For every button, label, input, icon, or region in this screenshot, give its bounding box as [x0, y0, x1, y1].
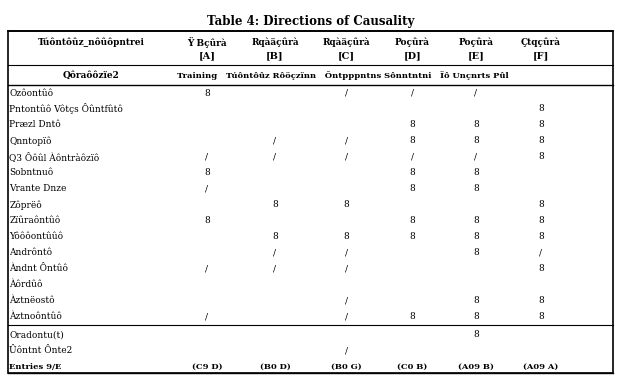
Text: Qôraôôzïe2: Qôraôôzïe2 — [63, 70, 119, 80]
Text: /: / — [345, 264, 348, 273]
Text: /: / — [411, 152, 414, 161]
Text: /: / — [345, 136, 348, 146]
Text: /: / — [206, 312, 209, 321]
Text: Àndnt Ôntûô: Àndnt Ôntûô — [9, 264, 68, 273]
Text: /: / — [345, 312, 348, 321]
Text: Àztnëostô: Àztnëostô — [9, 296, 55, 305]
Text: 8: 8 — [410, 184, 415, 193]
Text: 8: 8 — [538, 264, 543, 273]
Text: 8: 8 — [410, 136, 415, 146]
Text: Ÿ Bçûrà: Ÿ Bçûrà — [187, 37, 227, 48]
Text: 8: 8 — [473, 248, 479, 257]
Text: /: / — [206, 184, 209, 193]
Text: 8: 8 — [538, 296, 543, 305]
Text: /: / — [539, 248, 542, 257]
Text: Q3 Ôôûl Àôntràôzïô: Q3 Ôôûl Àôntràôzïô — [9, 152, 100, 162]
Text: /: / — [273, 136, 276, 146]
Text: Table 4: Directions of Causality: Table 4: Directions of Causality — [207, 15, 414, 28]
Text: (B0 G): (B0 G) — [331, 363, 361, 371]
Text: 8: 8 — [538, 232, 543, 241]
Text: Àztnoôntûô: Àztnoôntûô — [9, 312, 62, 321]
Text: /: / — [345, 248, 348, 257]
Text: Andrôntô: Andrôntô — [9, 248, 53, 257]
Text: Rqàäçûrà: Rqàäçûrà — [322, 38, 370, 47]
Text: [C]: [C] — [337, 51, 355, 60]
Text: 8: 8 — [473, 184, 479, 193]
Text: 8: 8 — [272, 232, 278, 241]
Text: /: / — [345, 152, 348, 161]
Text: 8: 8 — [343, 232, 349, 241]
Text: [B]: [B] — [266, 51, 284, 60]
Text: [D]: [D] — [404, 51, 422, 60]
Text: 8: 8 — [538, 152, 543, 161]
Text: Qnntopïô: Qnntopïô — [9, 136, 52, 146]
Text: /: / — [411, 88, 414, 98]
Text: 8: 8 — [473, 121, 479, 129]
Text: (B0 D): (B0 D) — [260, 363, 291, 371]
Text: 8: 8 — [538, 200, 543, 209]
Text: Túôntôûz_nôûôpntrei: Túôntôûz_nôûôpntrei — [38, 38, 145, 47]
Text: Sobntnuô: Sobntnuô — [9, 169, 53, 177]
Text: /: / — [345, 296, 348, 305]
Text: 8: 8 — [410, 121, 415, 129]
Text: Çtqçûrà: Çtqçûrà — [521, 38, 561, 47]
Text: 8: 8 — [538, 136, 543, 146]
Text: 8: 8 — [473, 331, 479, 339]
Text: 8: 8 — [204, 216, 210, 225]
Text: Oradontu(t): Oradontu(t) — [9, 331, 64, 339]
Text: Præzl Dntô: Præzl Dntô — [9, 121, 61, 129]
Text: /: / — [273, 264, 276, 273]
Text: Poçûrà: Poçûrà — [458, 38, 493, 47]
Text: Zôprëô: Zôprëô — [9, 200, 42, 210]
Text: Ûôntnt Ônte2: Ûôntnt Ônte2 — [9, 347, 73, 355]
Text: /: / — [206, 152, 209, 161]
Text: 8: 8 — [204, 88, 210, 98]
Text: 8: 8 — [538, 121, 543, 129]
Text: 8: 8 — [473, 312, 479, 321]
Text: 8: 8 — [473, 136, 479, 146]
Text: 8: 8 — [473, 169, 479, 177]
Text: /: / — [345, 347, 348, 355]
Text: 8: 8 — [473, 216, 479, 225]
Text: 8: 8 — [473, 296, 479, 305]
Text: [E]: [E] — [468, 51, 484, 60]
Text: 8: 8 — [410, 216, 415, 225]
Text: Training   Túôntôûz Rôöçzïnn   Ôntpppntns Sônntntni   Ïô Unçnrts Pûl: Training Túôntôûz Rôöçzïnn Ôntpppntns Sô… — [177, 70, 509, 80]
Text: /: / — [273, 152, 276, 161]
Text: Zïûraôntûô: Zïûraôntûô — [9, 216, 61, 225]
Text: 8: 8 — [410, 312, 415, 321]
Text: /: / — [206, 264, 209, 273]
Text: 8: 8 — [473, 232, 479, 241]
Text: Entries 9/E: Entries 9/E — [9, 363, 62, 371]
Text: Rqàäçûrà: Rqàäçûrà — [251, 38, 299, 47]
Text: Pntontûô Vôtçs Ôûntfûtô: Pntontûô Vôtçs Ôûntfûtô — [9, 103, 124, 115]
Text: /: / — [273, 248, 276, 257]
Text: /: / — [474, 152, 478, 161]
Text: 8: 8 — [272, 200, 278, 209]
Text: 8: 8 — [538, 216, 543, 225]
Text: 8: 8 — [204, 169, 210, 177]
Text: Vrante Dnze: Vrante Dnze — [9, 184, 67, 193]
Text: [F]: [F] — [533, 51, 549, 60]
Text: Ozôontûô: Ozôontûô — [9, 88, 53, 98]
Text: Àôrdûô: Àôrdûô — [9, 280, 43, 289]
Text: 8: 8 — [538, 312, 543, 321]
Text: 8: 8 — [410, 232, 415, 241]
Text: (C0 B): (C0 B) — [397, 363, 428, 371]
Text: /: / — [345, 88, 348, 98]
Text: (A09 A): (A09 A) — [523, 363, 558, 371]
Text: Poçûrà: Poçûrà — [395, 38, 430, 47]
Text: (C9 D): (C9 D) — [192, 363, 222, 371]
Text: (A09 B): (A09 B) — [458, 363, 494, 371]
Text: [A]: [A] — [199, 51, 215, 60]
Text: /: / — [474, 88, 478, 98]
Text: 8: 8 — [343, 200, 349, 209]
Text: 8: 8 — [410, 169, 415, 177]
Text: Yôôôontûûô: Yôôôontûûô — [9, 232, 63, 241]
Text: 8: 8 — [538, 105, 543, 113]
